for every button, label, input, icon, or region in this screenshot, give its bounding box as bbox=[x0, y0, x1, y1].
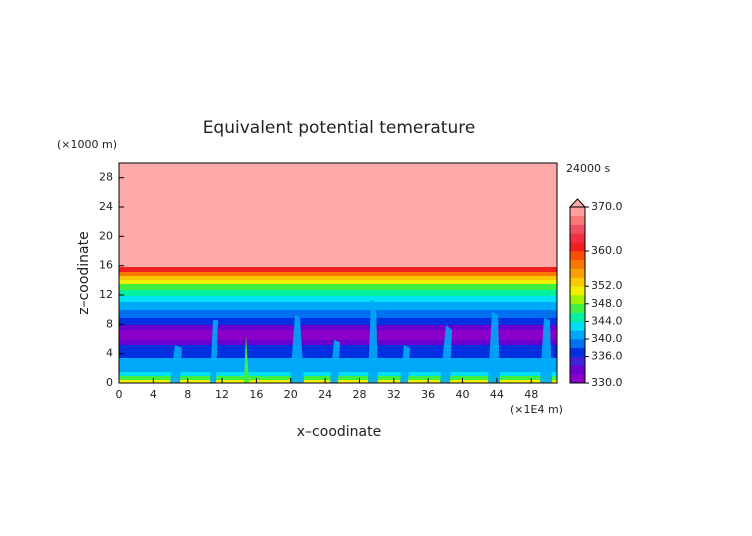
colorbar-band bbox=[570, 312, 585, 322]
x-tick-label: 0 bbox=[116, 388, 123, 401]
x-tick-label: 8 bbox=[184, 388, 191, 401]
colorbar-band bbox=[570, 207, 585, 217]
colorbar-band bbox=[570, 374, 585, 384]
colorbar-over bbox=[568, 198, 587, 208]
colorbar-frame bbox=[569, 206, 586, 384]
colorbar-band bbox=[570, 295, 585, 305]
colorbar-band bbox=[570, 233, 585, 243]
colorbar-band bbox=[570, 251, 585, 261]
y-tick-label: 4 bbox=[106, 347, 113, 360]
y-unit-label: (×1000 m) bbox=[57, 138, 117, 151]
y-tick-label: 20 bbox=[99, 229, 113, 242]
y-tick-label: 12 bbox=[99, 288, 113, 301]
y-tick-label: 8 bbox=[106, 317, 113, 330]
colorbar-band bbox=[570, 224, 585, 234]
colorbar-tick-label: 352.0 bbox=[591, 279, 623, 292]
x-tick-label: 24 bbox=[318, 388, 332, 401]
colorbar-tick-label: 344.0 bbox=[591, 314, 623, 327]
colorbar-band bbox=[570, 330, 585, 340]
time-label: 24000 s bbox=[566, 162, 610, 175]
y-axis-label: z–coodinate bbox=[76, 231, 92, 315]
colorbar-band bbox=[570, 365, 585, 375]
colorbar-band bbox=[570, 303, 585, 313]
colorbar-band bbox=[570, 321, 585, 331]
x-tick-label: 40 bbox=[456, 388, 470, 401]
x-tick-label: 4 bbox=[150, 388, 157, 401]
x-tick-label: 36 bbox=[421, 388, 435, 401]
x-tick-label: 16 bbox=[249, 388, 263, 401]
colorbar-tick-label: 340.0 bbox=[591, 332, 623, 345]
x-tick-label: 28 bbox=[352, 388, 366, 401]
colorbar-band bbox=[570, 356, 585, 366]
colorbar-tick-label: 370.0 bbox=[591, 200, 623, 213]
colorbar-tick-label: 360.0 bbox=[591, 244, 623, 257]
colorbar-band bbox=[570, 259, 585, 269]
x-tick-label: 44 bbox=[490, 388, 504, 401]
contour-field bbox=[119, 163, 557, 383]
y-tick-label: 24 bbox=[99, 200, 113, 213]
x-tick-label: 48 bbox=[524, 388, 538, 401]
colorbar-tick-label: 336.0 bbox=[591, 350, 623, 363]
colorbar-band bbox=[570, 347, 585, 357]
colorbar-band bbox=[570, 286, 585, 296]
x-tick-label: 32 bbox=[387, 388, 401, 401]
x-unit-label: (×1E4 m) bbox=[510, 403, 563, 416]
colorbar-band bbox=[570, 242, 585, 252]
colorbar-band bbox=[570, 268, 585, 278]
y-tick-label: 0 bbox=[106, 376, 113, 389]
plot-frame bbox=[118, 162, 558, 384]
colorbar-tick-label: 330.0 bbox=[591, 376, 623, 389]
x-tick-label: 20 bbox=[284, 388, 298, 401]
colorbar-band bbox=[570, 215, 585, 225]
colorbar-band bbox=[570, 339, 585, 349]
x-tick-label: 12 bbox=[215, 388, 229, 401]
x-axis-label: x–coodinate bbox=[297, 424, 381, 440]
chart-title: Equivalent potential temerature bbox=[203, 118, 476, 138]
y-tick-label: 28 bbox=[99, 171, 113, 184]
colorbar-band bbox=[570, 277, 585, 287]
colorbar-tick-label: 348.0 bbox=[591, 297, 623, 310]
y-tick-label: 16 bbox=[99, 259, 113, 272]
